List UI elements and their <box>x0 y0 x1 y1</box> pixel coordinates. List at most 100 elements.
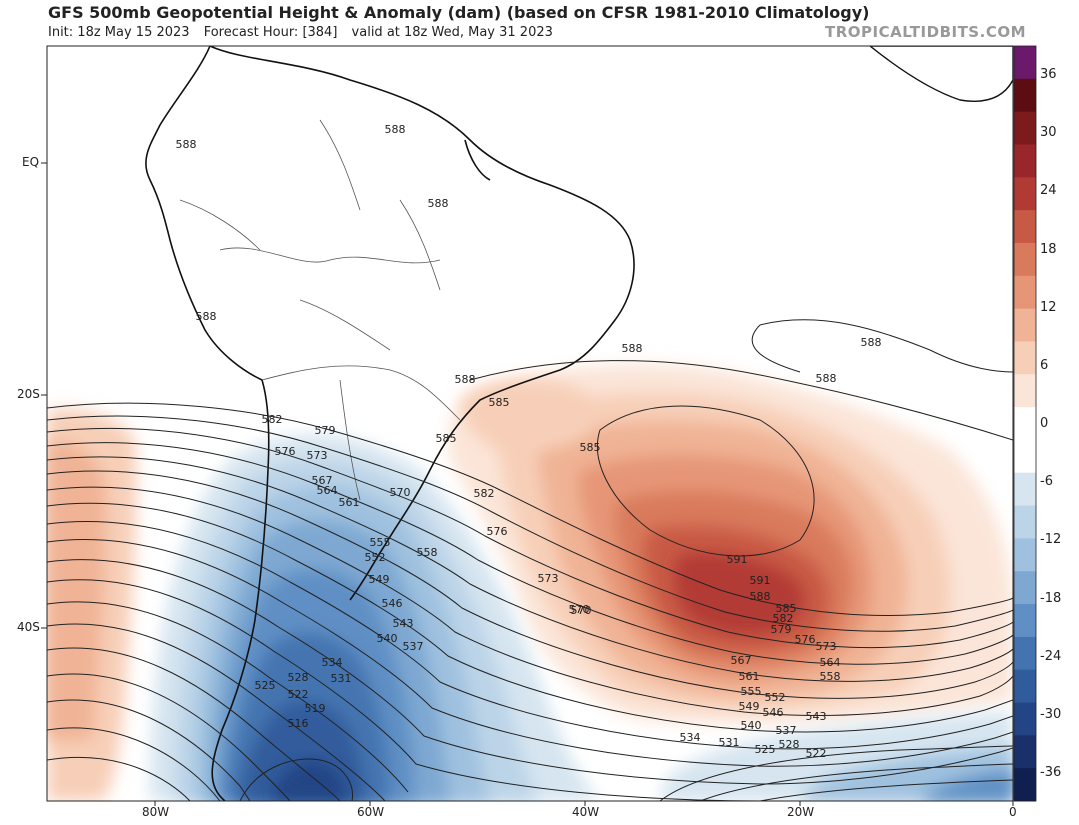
contour-label: 531 <box>331 672 352 685</box>
colorbar-swatch <box>1014 505 1036 539</box>
contour-label: 582 <box>262 413 283 426</box>
site-credit: TROPICALTIDBITS.COM <box>825 23 1026 41</box>
colorbar-label: -24 <box>1040 648 1062 664</box>
colorbar-swatch <box>1014 78 1036 113</box>
contour-label: 522 <box>806 747 827 760</box>
colorbar <box>1014 46 1036 802</box>
contour-label: 570 <box>390 486 411 499</box>
colorbar-swatch <box>1014 210 1036 244</box>
colorbar-label: -18 <box>1040 590 1062 606</box>
contour-label: 549 <box>369 573 390 586</box>
contour-label: 546 <box>763 706 784 719</box>
contour-label: 555 <box>370 536 391 549</box>
colorbar-swatch <box>1014 439 1036 474</box>
colorbar-swatch <box>1014 768 1036 802</box>
colorbar-swatch <box>1014 242 1036 277</box>
colorbar-swatch <box>1014 472 1036 507</box>
colorbar-swatch <box>1014 144 1036 178</box>
contour-label: 522 <box>288 688 309 701</box>
contour-label: 588 <box>455 373 476 386</box>
contour-label: 567 <box>312 474 333 487</box>
contour-label: 531 <box>719 736 740 749</box>
contour-label: 588 <box>176 138 197 151</box>
contour-label: 585 <box>436 432 457 445</box>
contour-label: 576 <box>487 525 508 538</box>
colorbar-swatch <box>1014 407 1036 441</box>
contour-label: 552 <box>365 551 386 564</box>
colorbar-swatch <box>1014 604 1036 638</box>
map-title: GFS 500mb Geopotential Height & Anomaly … <box>48 3 870 22</box>
colorbar-label: 0 <box>1040 416 1049 431</box>
contour-label: 534 <box>680 731 701 744</box>
colorbar-label: -12 <box>1040 532 1062 548</box>
contour-label: 558 <box>417 546 438 559</box>
contour-label: 552 <box>765 691 786 704</box>
contour-label: 588 <box>428 197 449 210</box>
axis-ticks <box>41 162 1014 806</box>
lon-label-40w: 40W <box>572 805 600 819</box>
contour-label: 543 <box>393 617 414 630</box>
contour-label: 588 <box>196 310 217 323</box>
colorbar-swatch <box>1014 308 1036 342</box>
valid-time: valid at 18z Wed, May 31 2023 <box>351 25 553 40</box>
lon-label-60w: 60W <box>357 805 385 819</box>
contour-label: 525 <box>255 679 276 692</box>
contour-label: 525 <box>755 743 776 756</box>
contour-label: 588 <box>861 336 882 349</box>
colorbar-swatch <box>1014 46 1036 80</box>
contour-label: 534 <box>322 656 343 669</box>
colorbar-swatch <box>1014 275 1036 310</box>
colorbar-label: -36 <box>1040 765 1062 780</box>
contour-label: 537 <box>776 724 797 737</box>
contour-label: 588 <box>816 372 837 385</box>
colorbar-swatch <box>1014 636 1036 671</box>
contour-label: 540 <box>741 719 762 732</box>
contour-label: 585 <box>489 396 510 409</box>
map-field <box>47 46 1013 801</box>
colorbar-frame <box>1013 45 1037 802</box>
contour-label: 549 <box>739 700 760 713</box>
colorbar-label: 18 <box>1040 241 1057 257</box>
colorbar-label: -30 <box>1040 706 1062 722</box>
contour-label: 540 <box>377 632 398 645</box>
negative-anomaly-shading <box>150 434 1013 801</box>
contour-label: 564 <box>820 656 841 669</box>
contour-label: 567 <box>731 654 752 667</box>
height-contours <box>47 319 1013 801</box>
lon-label-20w: 20W <box>787 805 815 819</box>
colorbar-label: 12 <box>1040 299 1057 315</box>
contour-label: 561 <box>339 496 360 509</box>
contour-label: 576 <box>275 445 296 458</box>
contour-label: 537 <box>403 640 424 653</box>
lon-label-80w: 80W <box>142 805 170 819</box>
contour-label: 528 <box>779 738 800 751</box>
contour-label: 570 <box>571 604 592 617</box>
contour-label: 561 <box>739 670 760 683</box>
colorbar-swatch <box>1014 341 1036 375</box>
colorbar-swatch <box>1014 669 1036 704</box>
contour-label: 582 <box>773 612 794 625</box>
contour-label: 573 <box>538 572 559 585</box>
contour-label: 516 <box>288 717 309 730</box>
contour-label: 546 <box>382 597 403 610</box>
lon-label-0: 0 <box>1009 805 1017 819</box>
map-subtitle: Init: 18z May 15 2023 Forecast Hour: [38… <box>48 25 563 40</box>
lat-label-eq: EQ <box>22 155 40 169</box>
colorbar-swatch <box>1014 571 1036 605</box>
contour-label: 573 <box>816 640 837 653</box>
contour-label: 519 <box>305 702 326 715</box>
colorbar-swatch <box>1014 374 1036 408</box>
lat-label-40s: 40S <box>17 620 40 634</box>
map-frame <box>46 45 1014 802</box>
colorbar-label: 36 <box>1040 67 1057 82</box>
colorbar-swatch <box>1014 702 1036 736</box>
lat-label-20s: 20S <box>17 387 40 401</box>
init-time: Init: 18z May 15 2023 <box>48 25 190 40</box>
contour-label: 588 <box>750 590 771 603</box>
contour-label: 579 <box>771 623 792 636</box>
contour-label: 579 <box>315 424 336 437</box>
contour-label: 588 <box>385 123 406 136</box>
colorbar-label: 24 <box>1040 183 1057 199</box>
